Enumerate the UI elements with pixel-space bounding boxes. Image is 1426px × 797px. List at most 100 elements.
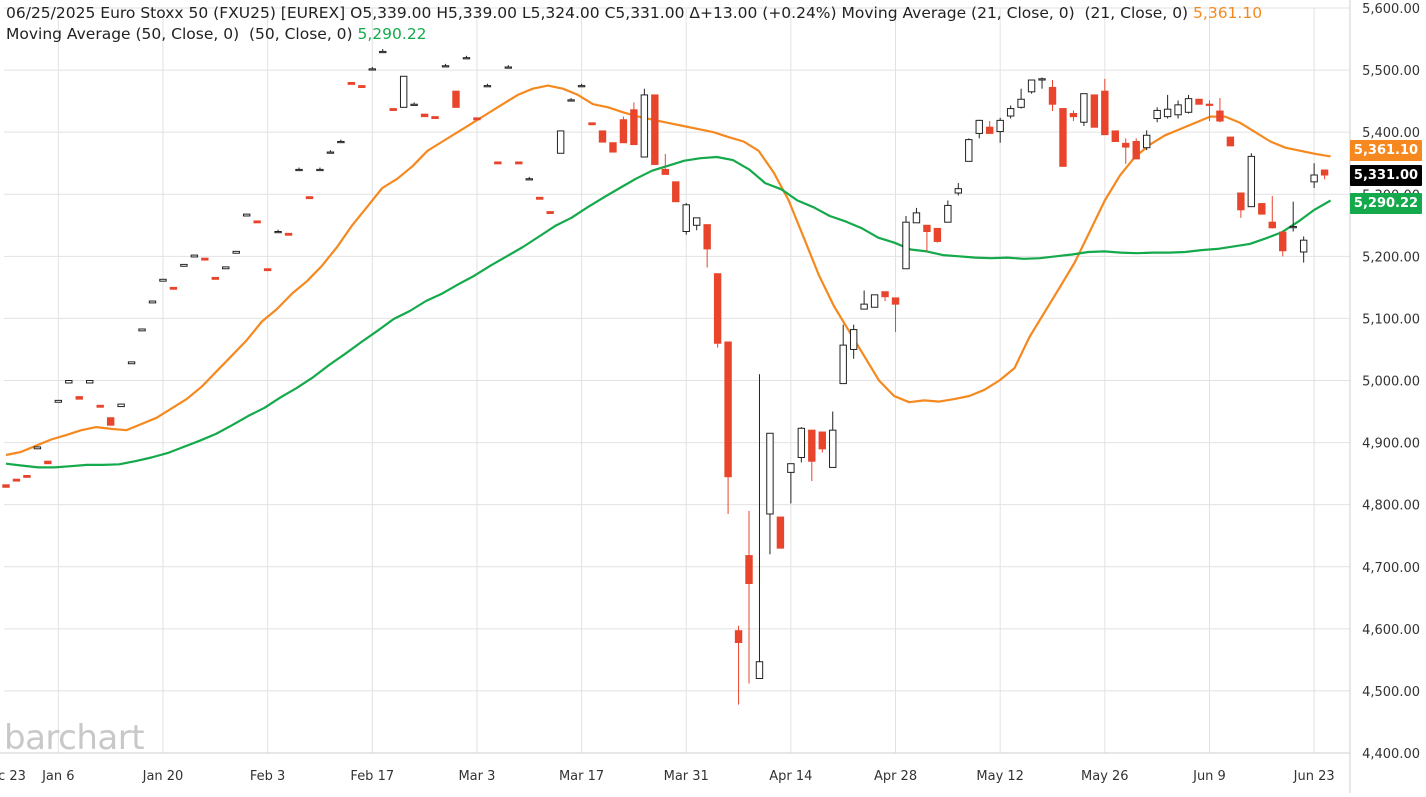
candle[interactable] <box>546 211 554 214</box>
candle[interactable] <box>902 215 910 270</box>
candle[interactable] <box>389 108 397 111</box>
candle[interactable] <box>912 207 921 224</box>
candle[interactable] <box>441 63 450 68</box>
candle[interactable] <box>305 196 314 200</box>
candle[interactable] <box>1299 236 1308 263</box>
candle[interactable] <box>23 474 31 478</box>
candle[interactable] <box>379 48 387 54</box>
candle[interactable] <box>881 291 889 302</box>
candle[interactable] <box>117 403 125 408</box>
candle[interactable] <box>263 268 272 272</box>
candle[interactable] <box>96 404 104 408</box>
candle[interactable] <box>159 278 167 282</box>
candle[interactable] <box>651 94 659 165</box>
candle[interactable] <box>316 167 324 172</box>
candle[interactable] <box>452 90 460 108</box>
candle[interactable] <box>1111 130 1119 142</box>
candle[interactable] <box>1017 88 1025 109</box>
candle[interactable] <box>138 328 146 332</box>
candle[interactable] <box>1226 136 1235 147</box>
candle[interactable] <box>724 341 732 514</box>
candle[interactable] <box>211 276 220 280</box>
candle[interactable] <box>1006 105 1015 119</box>
candle[interactable] <box>1163 94 1172 119</box>
candle[interactable] <box>923 224 931 252</box>
candle[interactable] <box>766 432 774 555</box>
candle[interactable] <box>399 75 408 108</box>
candle[interactable] <box>483 83 492 88</box>
candle[interactable] <box>630 102 638 146</box>
candle[interactable] <box>1069 110 1078 121</box>
candle[interactable] <box>337 139 345 144</box>
candle[interactable] <box>818 431 826 453</box>
candle[interactable] <box>556 130 565 154</box>
candle[interactable] <box>1237 192 1245 218</box>
candle[interactable] <box>347 82 356 85</box>
candle[interactable] <box>734 625 743 705</box>
candle[interactable] <box>1101 78 1109 136</box>
candle[interactable] <box>661 153 669 175</box>
candle[interactable] <box>242 213 251 217</box>
candle[interactable] <box>829 411 837 468</box>
candle[interactable] <box>1247 153 1256 208</box>
candle[interactable] <box>1122 138 1130 164</box>
candle[interactable] <box>525 176 533 181</box>
candle[interactable] <box>504 65 513 69</box>
candle[interactable] <box>567 98 575 102</box>
candle[interactable] <box>420 113 429 118</box>
candle[interactable] <box>86 380 94 384</box>
candle[interactable] <box>797 427 806 463</box>
candle[interactable] <box>536 196 544 200</box>
candle[interactable] <box>1279 231 1287 257</box>
candle[interactable] <box>609 142 617 153</box>
candle[interactable] <box>169 286 178 290</box>
candle[interactable] <box>295 167 303 172</box>
candle[interactable] <box>33 446 42 450</box>
candle[interactable] <box>180 263 188 267</box>
candle[interactable] <box>975 119 983 139</box>
candle[interactable] <box>1320 169 1329 180</box>
candle[interactable] <box>588 122 596 126</box>
candle[interactable] <box>996 117 1004 143</box>
candle[interactable] <box>1153 107 1161 123</box>
candle[interactable] <box>1027 79 1036 94</box>
candle[interactable] <box>870 294 879 308</box>
candle[interactable] <box>640 88 649 158</box>
candle[interactable] <box>692 217 701 231</box>
candle[interactable] <box>755 374 764 679</box>
candle[interactable] <box>1142 130 1151 151</box>
candle[interactable] <box>1258 203 1266 215</box>
candle[interactable] <box>787 463 795 504</box>
candle[interactable] <box>577 83 586 88</box>
candle[interactable] <box>410 102 418 106</box>
candle[interactable] <box>253 220 261 224</box>
candle[interactable] <box>54 399 63 403</box>
candle[interactable] <box>127 361 136 365</box>
candle[interactable] <box>12 478 21 482</box>
candle[interactable] <box>745 510 753 684</box>
candle[interactable] <box>703 224 711 268</box>
candle[interactable] <box>986 120 994 134</box>
candle[interactable] <box>891 297 900 333</box>
candle[interactable] <box>933 227 942 243</box>
candle[interactable] <box>1310 163 1318 189</box>
candle[interactable] <box>515 161 523 165</box>
candle[interactable] <box>148 300 157 304</box>
candle[interactable] <box>358 85 366 88</box>
candle[interactable] <box>944 200 952 223</box>
candle[interactable] <box>619 116 628 144</box>
candle[interactable] <box>462 55 471 60</box>
candle[interactable] <box>954 183 963 196</box>
candle[interactable] <box>75 396 83 400</box>
candle[interactable] <box>1205 100 1214 121</box>
candle[interactable] <box>839 324 847 385</box>
candle[interactable] <box>368 66 376 71</box>
candle[interactable] <box>274 229 282 234</box>
candle[interactable] <box>284 232 293 236</box>
candle[interactable] <box>190 254 199 258</box>
candle[interactable] <box>713 273 722 348</box>
candle[interactable] <box>1059 108 1067 167</box>
candle[interactable] <box>1048 80 1057 112</box>
